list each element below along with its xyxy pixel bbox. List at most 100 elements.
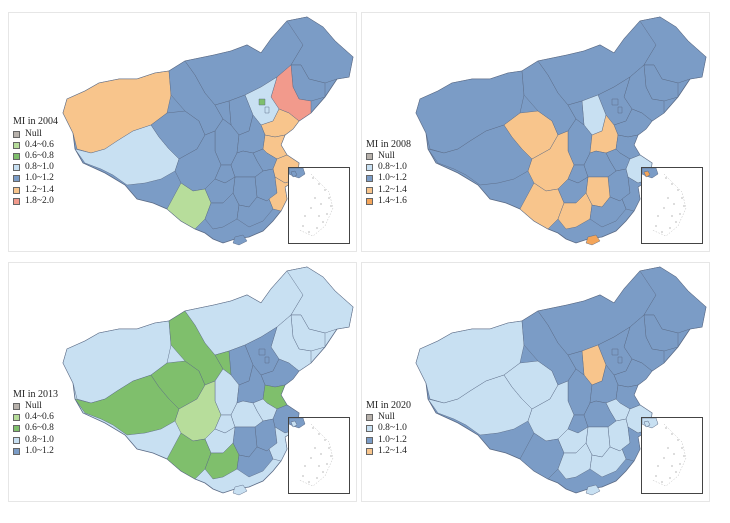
province-gd: [236, 446, 274, 478]
legend-label: 0.6~0.8: [25, 150, 54, 161]
inset-island-dot: [671, 183, 673, 185]
inset-island-dot: [316, 227, 318, 229]
inset-island-dot: [310, 207, 312, 209]
province-bj: [611, 98, 619, 106]
legend-swatch: [13, 436, 20, 444]
province-tj: [617, 106, 623, 114]
legend-swatch: [13, 130, 20, 138]
legend-swatch: [13, 175, 20, 183]
legend-swatch: [366, 153, 373, 161]
inset-island-dot: [655, 475, 657, 477]
legend-label: Null: [378, 412, 395, 423]
inset-island-dot: [655, 225, 657, 227]
inset-island-dot: [312, 177, 314, 179]
legend-item: 0.8~1.0: [366, 423, 411, 434]
inset-island-dot: [330, 455, 332, 457]
legend-label: 1.0~1.2: [25, 445, 54, 456]
inset-island-dot: [671, 215, 673, 217]
inset-boundary-line: [298, 173, 334, 237]
province-gd: [236, 196, 274, 228]
inset-island-dot: [657, 465, 659, 467]
inset-island: [290, 420, 298, 428]
inset-island-dot: [322, 221, 324, 223]
province-hi: [585, 234, 601, 246]
legend-item: Null: [366, 151, 411, 162]
inset-island-dot: [667, 197, 669, 199]
map-panel-2020: MI in 2020 Null 0.8~1.0 1.0~1.2 1.2~1.4: [361, 262, 710, 502]
legend-item: 0.6~0.8: [13, 423, 58, 434]
inset-island-dot: [679, 463, 681, 465]
legend-item: 1.2~1.4: [366, 185, 411, 196]
inset-island-dot: [677, 439, 679, 441]
inset-island-dot: [661, 481, 663, 483]
legend-label: Null: [378, 150, 395, 161]
south-china-sea-inset: [641, 167, 703, 244]
legend-label: Null: [25, 400, 42, 411]
inset-island-dot: [326, 463, 328, 465]
inset-island-dot: [310, 457, 312, 459]
legend-swatch: [13, 186, 20, 194]
inset-island-dot: [671, 433, 673, 435]
inset-boundary-line: [298, 423, 334, 487]
legend-swatch: [13, 403, 20, 411]
inset-island-dot: [324, 189, 326, 191]
legend-swatch: [13, 197, 20, 205]
inset-island-dot: [318, 183, 320, 185]
inset-map: [641, 417, 687, 487]
legend-2008: MI in 2008 Null 0.8~1.0 1.0~1.2 1.2~1.4 1.4~…: [366, 139, 411, 207]
legend-swatch: [13, 164, 20, 172]
inset-island-dot: [328, 197, 330, 199]
legend-swatch: [13, 425, 20, 433]
legend-label: 0.6~0.8: [25, 423, 54, 434]
legend-item: 0.4~0.6: [13, 140, 58, 151]
inset-island-dot: [308, 481, 310, 483]
legend-label: 0.8~1.0: [25, 162, 54, 173]
province-gd: [589, 446, 627, 478]
inset-map: [288, 417, 334, 487]
province-map-2020: [415, 266, 707, 496]
legend-label: Null: [25, 128, 42, 139]
inset-island: [643, 170, 651, 178]
inset-boundary-line: [651, 423, 687, 487]
legend-item: 0.8~1.0: [13, 162, 58, 173]
province-bj: [258, 348, 266, 356]
inset-island-dot: [669, 477, 671, 479]
legend-item: 1.2~1.4: [366, 446, 411, 457]
inset-island-dot: [320, 203, 322, 205]
legend-label: 0.4~0.6: [25, 412, 54, 423]
province-map-2013: [62, 266, 354, 496]
inset-island-dot: [673, 203, 675, 205]
inset-island-dot: [302, 225, 304, 227]
legend-label: 0.8~1.0: [378, 423, 407, 434]
legend-swatch: [366, 436, 373, 444]
inset-island-dot: [318, 433, 320, 435]
inset-island-dot: [304, 215, 306, 217]
legend-item: 1.0~1.2: [366, 435, 411, 446]
legend-swatch: [366, 175, 373, 183]
inset-island-dot: [312, 427, 314, 429]
legend-title: MI in 2020: [366, 399, 411, 411]
inset-island-dot: [314, 447, 316, 449]
legend-item: 1.4~1.6: [366, 196, 411, 207]
legend-label: 1.2~1.4: [25, 184, 54, 195]
legend-swatch: [13, 447, 20, 455]
inset-island-dot: [661, 231, 663, 233]
south-china-sea-inset: [288, 167, 350, 244]
legend-swatch: [13, 414, 20, 422]
legend-item: 1.2~1.4: [13, 185, 58, 196]
legend-title: MI in 2008: [366, 138, 411, 150]
inset-island-dot: [330, 205, 332, 207]
legend-swatch: [13, 141, 20, 149]
map-panel-2008: MI in 2008 Null 0.8~1.0 1.0~1.2 1.2~1.4 1.4~…: [361, 12, 710, 252]
map-panel-2004: MI in 2004 Null 0.4~0.6 0.6~0.8 0.8~1.0 1.0~…: [8, 12, 357, 252]
inset-island-dot: [675, 221, 677, 223]
province-gd: [589, 196, 627, 228]
inset-island: [643, 420, 651, 428]
province-map-2004: [62, 16, 354, 246]
legend-2020: MI in 2020 Null 0.8~1.0 1.0~1.2 1.2~1.4: [366, 400, 411, 457]
legend-item: Null: [366, 412, 411, 423]
legend-swatch: [366, 197, 373, 205]
province-hi: [585, 484, 601, 496]
inset-island-dot: [683, 455, 685, 457]
legend-label: 1.0~1.2: [378, 173, 407, 184]
